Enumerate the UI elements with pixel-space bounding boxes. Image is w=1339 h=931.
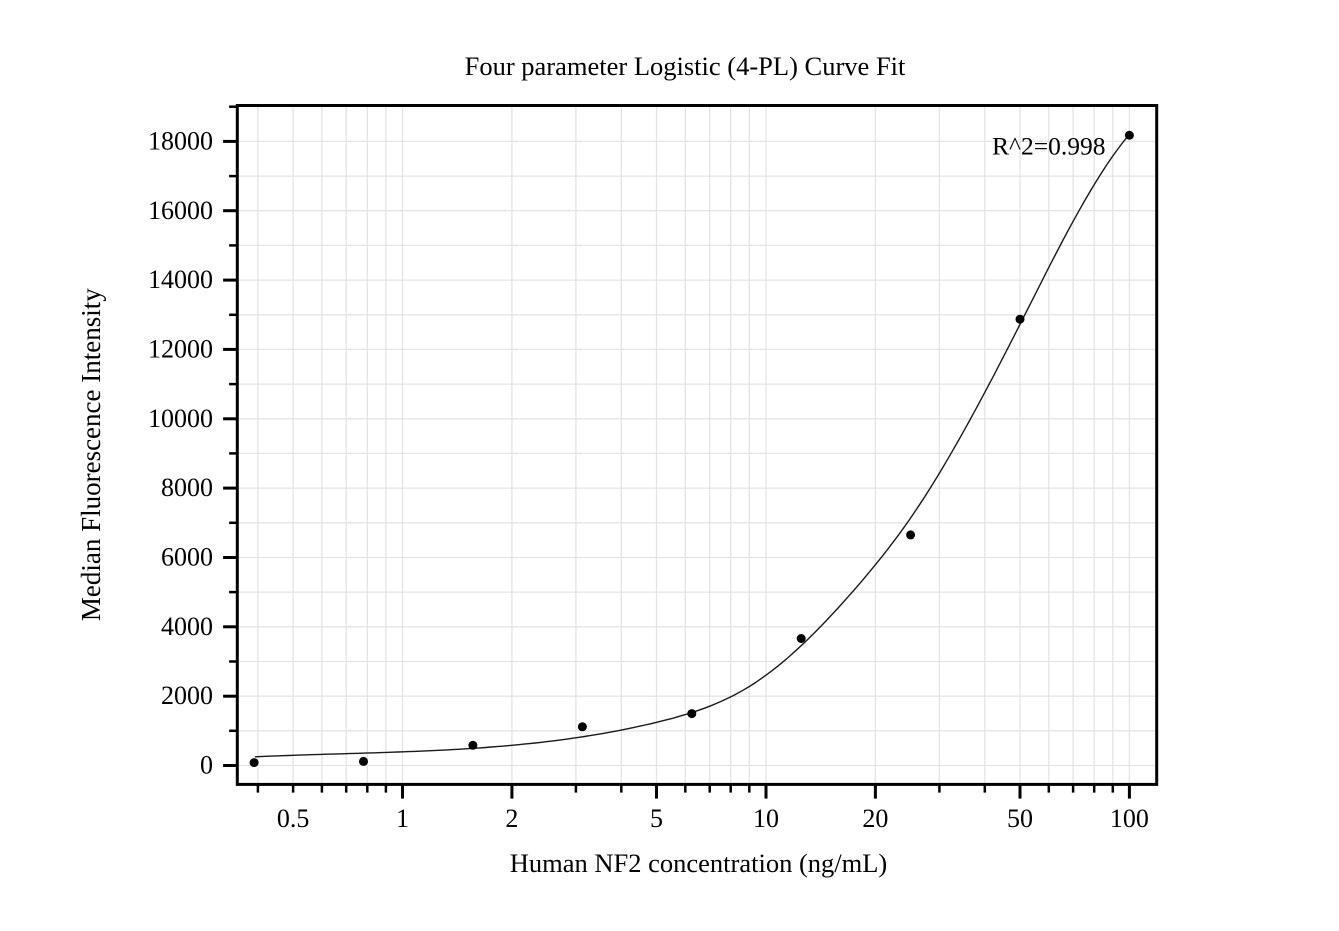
svg-text:10000: 10000 — [148, 404, 213, 433]
svg-text:2000: 2000 — [161, 681, 213, 710]
svg-text:Median Fluorescence Intensity: Median Fluorescence Intensity — [76, 288, 106, 621]
svg-text:1: 1 — [396, 804, 409, 833]
svg-text:18000: 18000 — [148, 127, 213, 156]
svg-text:Human NF2 concentration (ng/mL: Human NF2 concentration (ng/mL) — [510, 848, 888, 878]
svg-text:50: 50 — [1007, 804, 1033, 833]
svg-text:0.5: 0.5 — [277, 804, 310, 833]
svg-text:8000: 8000 — [161, 473, 213, 502]
svg-text:16000: 16000 — [148, 196, 213, 225]
svg-text:20: 20 — [862, 804, 888, 833]
svg-text:R^2=0.998: R^2=0.998 — [992, 132, 1105, 161]
svg-text:2: 2 — [505, 804, 518, 833]
svg-text:10: 10 — [753, 804, 779, 833]
svg-text:100: 100 — [1110, 804, 1149, 833]
svg-text:5: 5 — [650, 804, 663, 833]
svg-text:14000: 14000 — [148, 265, 213, 294]
svg-text:0: 0 — [200, 751, 213, 780]
svg-text:6000: 6000 — [161, 543, 213, 572]
svg-text:12000: 12000 — [148, 335, 213, 364]
svg-text:4000: 4000 — [161, 612, 213, 641]
svg-text:Four parameter Logistic (4-PL): Four parameter Logistic (4-PL) Curve Fit — [465, 51, 906, 81]
